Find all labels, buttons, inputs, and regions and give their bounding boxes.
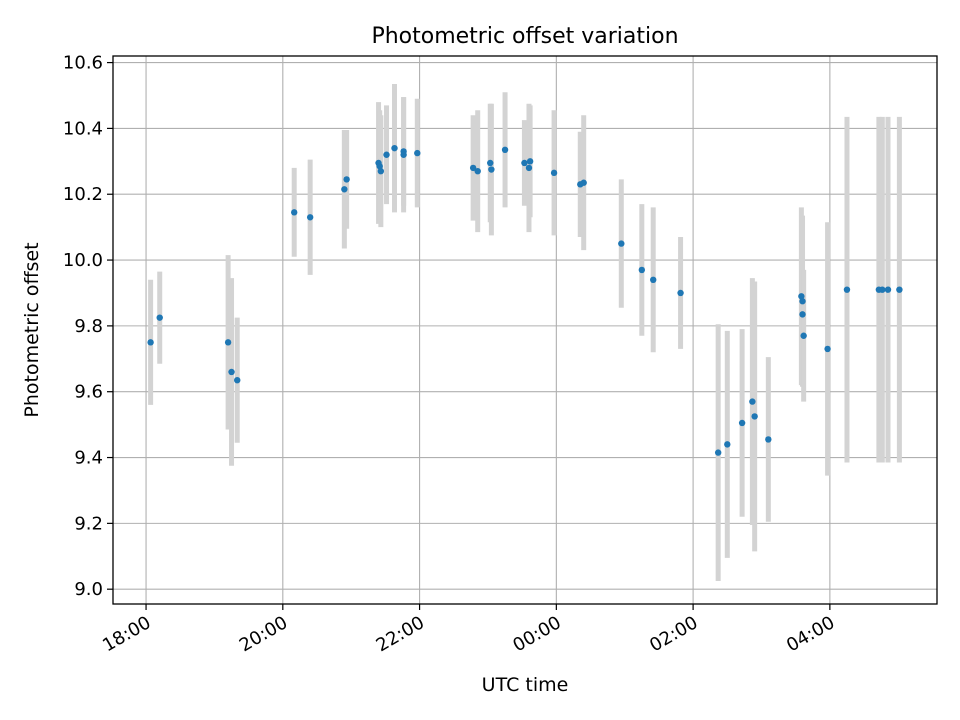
- data-point: [843, 286, 851, 293]
- data-point: [724, 441, 731, 448]
- data-point: [488, 166, 495, 173]
- data-point: [798, 293, 805, 300]
- data-point: [677, 289, 684, 297]
- data-point: [799, 311, 806, 318]
- y-tick-label: 9.6: [74, 382, 103, 403]
- y-tick-label: 10.6: [63, 53, 103, 74]
- data-point: [156, 314, 163, 321]
- data-point: [234, 376, 241, 384]
- data-point: [738, 419, 746, 427]
- data-points: [147, 144, 903, 456]
- data-point: [638, 266, 646, 274]
- plot-frame: [112, 55, 938, 605]
- data-point: [879, 286, 886, 293]
- y-tick-label: 9.8: [74, 316, 103, 337]
- data-point: [550, 169, 558, 177]
- data-point: [224, 339, 232, 346]
- data-point: [377, 167, 385, 175]
- data-point: [474, 167, 481, 175]
- y-tick-label: 9.4: [74, 448, 103, 469]
- data-point: [618, 240, 625, 247]
- data-point: [521, 159, 528, 167]
- data-point: [765, 436, 772, 443]
- data-point: [414, 149, 421, 157]
- data-point: [800, 332, 807, 339]
- data-point: [376, 163, 383, 170]
- y-tick-label: 10.4: [63, 118, 103, 139]
- data-point: [487, 159, 494, 167]
- data-point: [228, 368, 235, 376]
- data-point: [291, 209, 298, 216]
- data-point: [147, 339, 154, 346]
- data-point: [896, 286, 903, 293]
- data-point: [751, 413, 758, 420]
- data-point: [650, 276, 657, 284]
- data-point: [884, 286, 892, 293]
- data-point: [306, 214, 314, 221]
- data-point: [400, 151, 407, 158]
- y-axis-label: Photometric offset: [21, 242, 43, 417]
- data-point: [525, 164, 533, 172]
- data-point: [341, 186, 348, 193]
- y-tick-label: 9.0: [74, 579, 103, 600]
- data-point: [526, 158, 534, 165]
- data-point: [391, 144, 398, 152]
- data-point: [469, 164, 477, 172]
- data-point: [580, 179, 587, 186]
- data-point: [343, 176, 350, 183]
- y-axis-ticks: 9.0 9.2 9.4 9.6 9.8 10.0 10.2 10.4 10.6: [63, 53, 113, 600]
- data-point: [714, 449, 722, 456]
- x-axis-label: UTC time: [482, 674, 569, 696]
- y-tick-label: 10.0: [63, 250, 103, 271]
- y-tick-label: 10.2: [63, 184, 103, 205]
- chart-title: Photometric offset variation: [371, 24, 678, 49]
- data-point: [799, 298, 806, 305]
- data-point: [501, 146, 509, 154]
- data-point: [749, 398, 756, 405]
- y-tick-label: 9.2: [74, 513, 103, 534]
- data-point: [383, 151, 390, 158]
- data-point: [824, 345, 831, 353]
